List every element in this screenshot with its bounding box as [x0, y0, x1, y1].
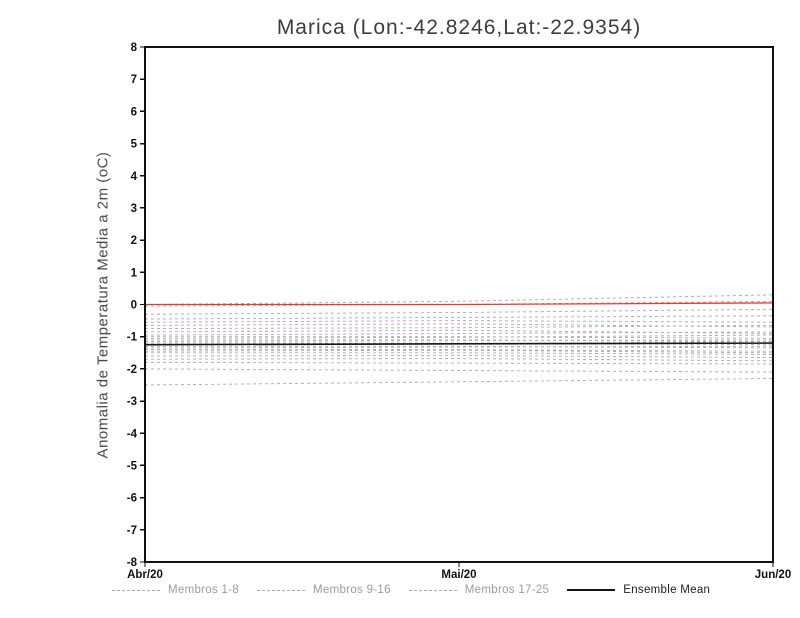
svg-text:-5: -5 [127, 460, 138, 472]
svg-text:4: 4 [131, 171, 138, 183]
legend: Membros 1-8 Membros 9-16 Membros 17-25 Ense… [112, 584, 772, 596]
legend-item: Membros 17-25 [408, 584, 550, 596]
svg-text:0: 0 [131, 300, 137, 312]
legend-label: Membros 17-25 [464, 584, 550, 596]
dashed-line-sample [112, 589, 160, 591]
svg-text:3: 3 [131, 203, 137, 215]
legend-item: Membros 9-16 [257, 584, 391, 596]
chart-title: Marica (Lon:-42.8246,Lat:-22.9354) [276, 16, 642, 39]
svg-text:8: 8 [131, 42, 138, 54]
svg-text:Abr/20: Abr/20 [127, 569, 163, 581]
svg-text:-4: -4 [127, 428, 138, 440]
svg-text:2: 2 [131, 235, 137, 247]
legend-item: Membros 1-8 [112, 584, 239, 596]
svg-text:-1: -1 [127, 332, 138, 344]
svg-text:-7: -7 [127, 525, 137, 537]
svg-text:5: 5 [131, 139, 138, 151]
svg-text:1: 1 [131, 267, 138, 279]
legend-item: Ensemble Mean [567, 584, 710, 596]
dashed-line-sample [408, 589, 457, 591]
legend-label: Ensemble Mean [623, 584, 711, 596]
legend-label: Membros 9-16 [313, 584, 391, 596]
svg-text:7: 7 [131, 74, 137, 86]
legend-label: Membros 1-8 [168, 584, 240, 596]
svg-text:-2: -2 [127, 364, 137, 376]
svg-text:6: 6 [131, 106, 137, 118]
solid-line-sample [567, 589, 616, 591]
svg-text:-3: -3 [127, 396, 137, 408]
svg-text:Mai/20: Mai/20 [441, 569, 476, 581]
svg-text:-6: -6 [127, 493, 137, 505]
dashed-line-sample [257, 589, 306, 591]
svg-text:Jun/20: Jun/20 [755, 569, 791, 581]
svg-text:-8: -8 [127, 557, 138, 569]
